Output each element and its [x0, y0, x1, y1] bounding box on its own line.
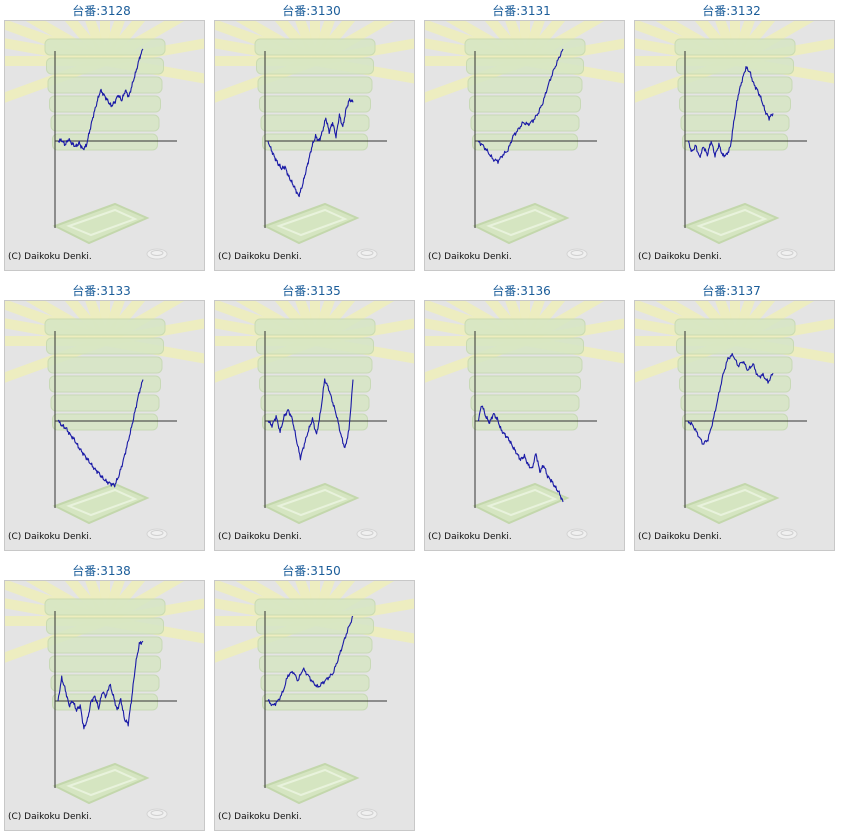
chart-panel: (C) Daikoku Denki. [4, 20, 205, 271]
background-art [215, 581, 414, 820]
slump-line [267, 98, 354, 198]
machine-title: 台番:3128 [0, 3, 203, 19]
machine-title: 台番:3132 [630, 3, 833, 19]
copyright-label: (C) Daikoku Denki. [428, 532, 512, 542]
machine-number-link[interactable]: 台番:3138 [72, 564, 131, 578]
machine-number-link[interactable]: 台番:3131 [492, 4, 551, 18]
copyright-label: (C) Daikoku Denki. [218, 252, 302, 262]
chart-panel: (C) Daikoku Denki. [214, 300, 415, 551]
machine-title: 台番:3133 [0, 283, 203, 299]
slump-line [57, 640, 144, 730]
machine-cell: 台番:3136 (C) Daikoku Denki. [420, 280, 625, 553]
machine-title: 台番:3137 [630, 283, 833, 299]
chart-panel: (C) Daikoku Denki. [214, 20, 415, 271]
chart-panel: (C) Daikoku Denki. [634, 20, 835, 271]
background-art [635, 21, 834, 260]
slump-graph [635, 301, 834, 540]
machine-number-link[interactable]: 台番:3135 [282, 284, 341, 298]
machine-title: 台番:3136 [420, 283, 623, 299]
chart-panel: (C) Daikoku Denki. [424, 300, 625, 551]
slump-line [57, 379, 144, 488]
copyright-label: (C) Daikoku Denki. [218, 812, 302, 822]
machine-cell: 台番:3135 (C) Daikoku Denki. [210, 280, 415, 553]
slump-graph [215, 301, 414, 540]
machine-number-link[interactable]: 台番:3128 [72, 4, 131, 18]
machine-title: 台番:3131 [420, 3, 623, 19]
background-art [215, 301, 414, 540]
machine-number-link[interactable]: 台番:3136 [492, 284, 551, 298]
machine-cell: 台番:3132 (C) Daikoku Denki. [630, 0, 835, 273]
chart-panel: (C) Daikoku Denki. [634, 300, 835, 551]
slump-graph [5, 581, 204, 820]
copyright-label: (C) Daikoku Denki. [8, 812, 92, 822]
background-art [215, 21, 414, 260]
slump-line [477, 405, 564, 503]
machine-number-link[interactable]: 台番:3130 [282, 4, 341, 18]
machine-number-link[interactable]: 台番:3137 [702, 284, 761, 298]
machine-title: 台番:3138 [0, 563, 203, 579]
machine-cell: 台番:3128 (C) Daikoku Denki. [0, 0, 205, 273]
machine-number-link[interactable]: 台番:3132 [702, 4, 761, 18]
slump-line [687, 65, 774, 158]
slump-line [267, 378, 354, 461]
machine-title: 台番:3150 [210, 563, 413, 579]
background-art [425, 301, 624, 540]
copyright-label: (C) Daikoku Denki. [638, 252, 722, 262]
slump-graph [5, 301, 204, 540]
slump-graph [425, 21, 624, 260]
slump-graph [5, 21, 204, 260]
background-art [5, 581, 204, 820]
machine-cell: 台番:3150 (C) Daikoku Denki. [210, 560, 415, 833]
machine-title: 台番:3135 [210, 283, 413, 299]
slump-graph [635, 21, 834, 260]
chart-panel: (C) Daikoku Denki. [214, 580, 415, 831]
slump-line [57, 48, 144, 151]
background-art [635, 301, 834, 540]
copyright-label: (C) Daikoku Denki. [218, 532, 302, 542]
machine-title: 台番:3130 [210, 3, 413, 19]
background-art [425, 21, 624, 260]
machine-cell: 台番:3137 (C) Daikoku Denki. [630, 280, 835, 553]
slump-graph [425, 301, 624, 540]
machine-number-link[interactable]: 台番:3150 [282, 564, 341, 578]
slump-graph [215, 581, 414, 820]
chart-panel: (C) Daikoku Denki. [4, 300, 205, 551]
machine-number-link[interactable]: 台番:3133 [72, 284, 131, 298]
slump-line [687, 352, 774, 445]
slump-line [477, 48, 564, 164]
machine-cell: 台番:3138 (C) Daikoku Denki. [0, 560, 205, 833]
chart-panel: (C) Daikoku Denki. [424, 20, 625, 271]
machine-cell: 台番:3130 (C) Daikoku Denki. [210, 0, 415, 273]
machine-cell: 台番:3131 (C) Daikoku Denki. [420, 0, 625, 273]
machine-cell: 台番:3133 (C) Daikoku Denki. [0, 280, 205, 553]
slump-line [267, 615, 354, 707]
chart-panel: (C) Daikoku Denki. [4, 580, 205, 831]
copyright-label: (C) Daikoku Denki. [8, 252, 92, 262]
copyright-label: (C) Daikoku Denki. [8, 532, 92, 542]
background-art [5, 301, 204, 540]
slump-graph [215, 21, 414, 260]
copyright-label: (C) Daikoku Denki. [638, 532, 722, 542]
background-art [5, 21, 204, 260]
copyright-label: (C) Daikoku Denki. [428, 252, 512, 262]
